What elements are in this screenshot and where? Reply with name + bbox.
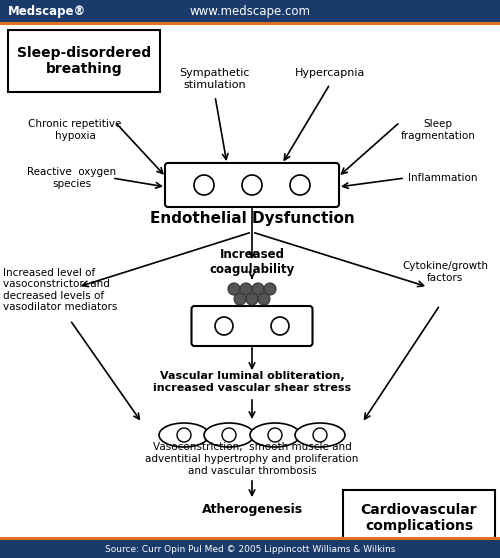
FancyBboxPatch shape [343, 490, 495, 546]
Text: Chronic repetitive
hypoxia: Chronic repetitive hypoxia [28, 119, 122, 141]
Text: www.medscape.com: www.medscape.com [190, 4, 310, 17]
Circle shape [215, 317, 233, 335]
Circle shape [290, 175, 310, 195]
Circle shape [242, 175, 262, 195]
Text: Endothelial Dysfunction: Endothelial Dysfunction [150, 210, 354, 225]
Text: Sympathetic
stimulation: Sympathetic stimulation [180, 68, 250, 90]
Ellipse shape [250, 423, 300, 447]
Text: Source: Curr Opin Pul Med © 2005 Lippincott Williams & Wilkins: Source: Curr Opin Pul Med © 2005 Lippinc… [105, 545, 395, 554]
Circle shape [268, 428, 282, 442]
Circle shape [264, 283, 276, 295]
Circle shape [246, 293, 258, 305]
Circle shape [228, 283, 240, 295]
Ellipse shape [204, 423, 254, 447]
Text: Reactive  oxygen
species: Reactive oxygen species [28, 167, 117, 189]
Text: Inflammation: Inflammation [408, 173, 478, 183]
Circle shape [240, 283, 252, 295]
Circle shape [234, 293, 246, 305]
Circle shape [258, 293, 270, 305]
FancyBboxPatch shape [192, 306, 312, 346]
Text: Atherogenesis: Atherogenesis [202, 503, 302, 517]
FancyBboxPatch shape [8, 30, 160, 92]
Text: Vasoconstriction,  smooth muscle and
adventitial hypertrophy and proliferation
a: Vasoconstriction, smooth muscle and adve… [146, 442, 358, 475]
Circle shape [222, 428, 236, 442]
Circle shape [313, 428, 327, 442]
Ellipse shape [295, 423, 345, 447]
Circle shape [252, 283, 264, 295]
Text: Increased
coagulability: Increased coagulability [210, 248, 294, 276]
Text: Hypercapnia: Hypercapnia [295, 68, 365, 78]
Text: Cytokine/growth
factors: Cytokine/growth factors [402, 261, 488, 283]
Text: Medscape®: Medscape® [8, 4, 86, 17]
Text: Vascular luminal obliteration,
increased vascular shear stress: Vascular luminal obliteration, increased… [153, 371, 351, 393]
FancyBboxPatch shape [0, 540, 500, 558]
Circle shape [177, 428, 191, 442]
FancyBboxPatch shape [0, 0, 500, 22]
Text: Sleep-disordered
breathing: Sleep-disordered breathing [17, 46, 151, 76]
Text: Cardiovascular
complications: Cardiovascular complications [360, 503, 478, 533]
Circle shape [271, 317, 289, 335]
Text: Increased level of
vasoconstrictor  and
decreased levels of
vasodilator mediator: Increased level of vasoconstrictor and d… [3, 268, 117, 312]
FancyBboxPatch shape [0, 537, 500, 540]
FancyBboxPatch shape [165, 163, 339, 207]
Circle shape [194, 175, 214, 195]
Text: Sleep
fragmentation: Sleep fragmentation [400, 119, 475, 141]
Ellipse shape [159, 423, 209, 447]
FancyBboxPatch shape [0, 22, 500, 25]
